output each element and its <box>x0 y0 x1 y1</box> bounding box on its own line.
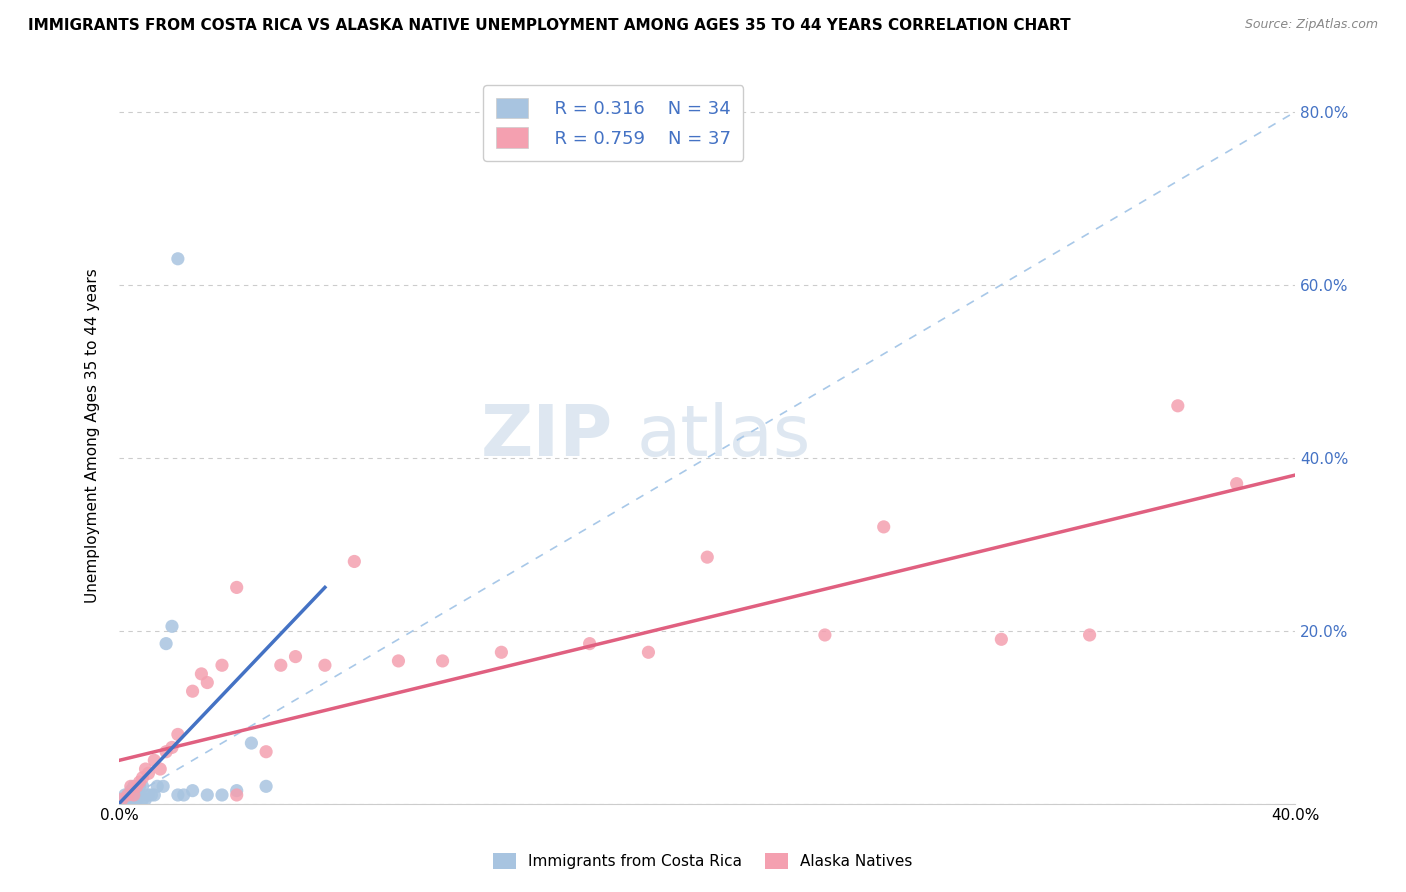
Point <box>114 788 136 802</box>
Point <box>873 520 896 534</box>
Point <box>120 783 142 797</box>
Y-axis label: Unemployment Among Ages 35 to 44 years: Unemployment Among Ages 35 to 44 years <box>86 268 100 604</box>
Point <box>696 550 718 565</box>
Point <box>122 788 145 802</box>
Point <box>120 788 142 802</box>
Point <box>111 792 134 806</box>
Point <box>167 252 190 266</box>
Point <box>122 792 145 806</box>
Point <box>155 637 177 651</box>
Point <box>155 745 177 759</box>
Point <box>167 727 190 741</box>
Point <box>125 788 148 802</box>
Point <box>120 780 142 794</box>
Point <box>190 666 212 681</box>
Point <box>1167 399 1189 413</box>
Point <box>814 628 837 642</box>
Point <box>195 788 218 802</box>
Point <box>128 780 150 794</box>
Point <box>167 788 190 802</box>
Point <box>254 745 277 759</box>
Point <box>117 792 139 806</box>
Point <box>134 792 156 806</box>
Point <box>225 783 247 797</box>
Point <box>314 658 336 673</box>
Text: Source: ZipAtlas.com: Source: ZipAtlas.com <box>1244 18 1378 31</box>
Legend: Immigrants from Costa Rica, Alaska Natives: Immigrants from Costa Rica, Alaska Nativ… <box>486 847 920 875</box>
Point <box>125 780 148 794</box>
Point <box>122 780 145 794</box>
Point <box>131 780 153 794</box>
Point <box>149 762 172 776</box>
Point <box>120 792 142 806</box>
Point <box>181 684 204 698</box>
Legend:   R = 0.316    N = 34,   R = 0.759    N = 37: R = 0.316 N = 34, R = 0.759 N = 37 <box>484 85 744 161</box>
Point <box>387 654 409 668</box>
Point <box>143 753 166 767</box>
Point <box>637 645 659 659</box>
Text: ZIP: ZIP <box>481 401 613 471</box>
Point <box>138 788 160 802</box>
Point <box>111 792 134 806</box>
Point <box>125 792 148 806</box>
Point <box>122 788 145 802</box>
Point <box>211 658 233 673</box>
Point <box>284 649 307 664</box>
Point <box>152 780 174 794</box>
Point <box>990 632 1012 647</box>
Text: atlas: atlas <box>637 401 811 471</box>
Point <box>141 788 163 802</box>
Point <box>240 736 263 750</box>
Point <box>270 658 292 673</box>
Point <box>131 792 153 806</box>
Text: IMMIGRANTS FROM COSTA RICA VS ALASKA NATIVE UNEMPLOYMENT AMONG AGES 35 TO 44 YEA: IMMIGRANTS FROM COSTA RICA VS ALASKA NAT… <box>28 18 1071 33</box>
Point <box>491 645 513 659</box>
Point <box>134 762 156 776</box>
Point <box>143 788 166 802</box>
Point <box>117 788 139 802</box>
Point <box>1226 476 1249 491</box>
Point <box>254 780 277 794</box>
Point <box>114 792 136 806</box>
Point <box>117 788 139 802</box>
Point <box>160 740 183 755</box>
Point <box>195 675 218 690</box>
Point <box>225 788 247 802</box>
Point <box>1078 628 1101 642</box>
Point <box>160 619 183 633</box>
Point <box>173 788 195 802</box>
Point <box>343 554 366 568</box>
Point <box>128 775 150 789</box>
Point <box>225 581 247 595</box>
Point <box>138 766 160 780</box>
Point <box>432 654 454 668</box>
Point <box>146 780 169 794</box>
Point <box>128 788 150 802</box>
Point <box>211 788 233 802</box>
Point <box>578 637 600 651</box>
Point <box>181 783 204 797</box>
Point <box>131 771 153 785</box>
